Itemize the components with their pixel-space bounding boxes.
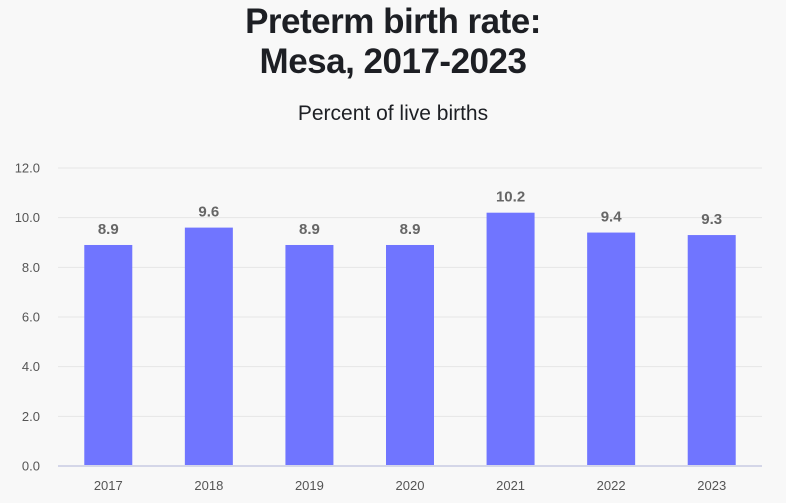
x-tick-label: 2018 <box>194 478 223 493</box>
data-label: 8.9 <box>98 221 119 238</box>
y-tick-label: 10.0 <box>15 210 40 225</box>
chart-title: Preterm birth rate: Mesa, 2017-2023 <box>0 2 786 82</box>
y-tick-label: 2.0 <box>22 409 40 424</box>
y-tick-label: 6.0 <box>22 310 40 325</box>
x-tick-label: 2021 <box>496 478 525 493</box>
y-tick-label: 8.0 <box>22 260 40 275</box>
x-tick-label: 2019 <box>295 478 324 493</box>
x-tick-label: 2020 <box>396 478 425 493</box>
chart-title-line1: Preterm birth rate: <box>245 2 541 41</box>
data-label: 9.4 <box>601 209 623 226</box>
y-tick-label: 12.0 <box>15 161 40 176</box>
chart-subtitle: Percent of live births <box>297 102 489 125</box>
y-tick-label: 0.0 <box>22 459 40 474</box>
bar <box>184 227 233 466</box>
data-label: 10.2 <box>496 189 525 206</box>
data-label: 8.9 <box>400 221 421 238</box>
bar <box>486 212 535 466</box>
data-label: 8.9 <box>299 221 320 238</box>
bar <box>687 235 736 466</box>
chart-title-line2: Mesa, 2017-2023 <box>259 42 527 81</box>
bar <box>587 232 636 466</box>
x-tick-label: 2017 <box>94 478 123 493</box>
bar <box>285 244 334 466</box>
x-tick-label: 2023 <box>697 478 726 493</box>
x-tick-label: 2022 <box>597 478 626 493</box>
data-label: 9.6 <box>198 204 219 221</box>
data-label: 9.3 <box>701 211 722 228</box>
bar <box>84 244 133 466</box>
bar <box>386 244 434 466</box>
y-tick-label: 4.0 <box>22 359 40 374</box>
